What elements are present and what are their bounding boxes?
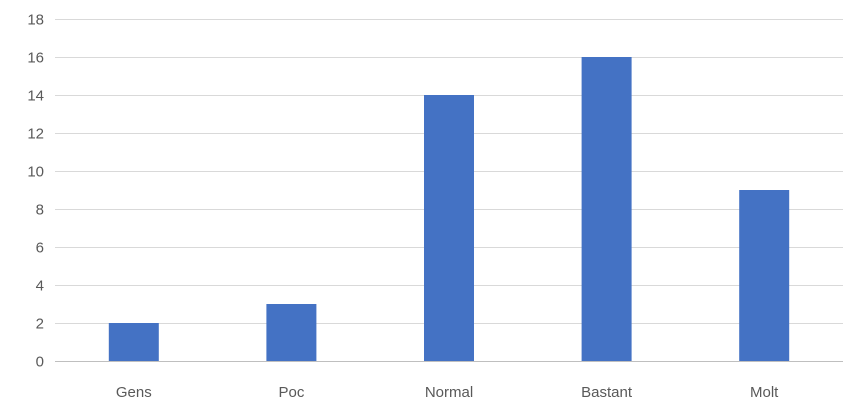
y-tick-label: 14 [27,88,44,105]
bar-molt [739,190,790,361]
bar-poc [266,304,317,361]
y-tick-label: 10 [27,164,44,181]
y-tick-label: 0 [36,354,44,371]
x-category-label: Gens [116,384,152,401]
y-tick-label: 18 [27,12,44,29]
y-tick-label: 2 [36,316,44,333]
y-tick-label: 12 [27,126,44,143]
x-category-label: Bastant [581,384,633,401]
y-tick-label: 8 [36,202,44,219]
x-axis-category-labels: Gens Poc Normal Bastant Molt [116,384,779,401]
y-tick-label: 16 [27,50,44,67]
bar-bastant [581,57,632,361]
x-category-label: Poc [278,384,304,401]
y-tick-label: 4 [36,278,44,295]
x-category-label: Normal [425,384,473,401]
y-axis-tick-labels: 0 2 4 6 8 10 12 14 16 18 [27,12,44,371]
bars [108,57,790,361]
x-category-label: Molt [750,384,779,401]
bar-normal [424,95,474,361]
y-tick-label: 6 [36,240,44,257]
bar-gens [108,323,159,361]
